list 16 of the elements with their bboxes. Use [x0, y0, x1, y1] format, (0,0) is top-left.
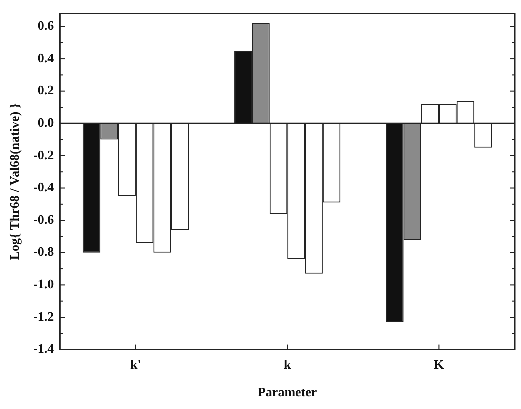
y-tick-label: -0.8	[34, 244, 55, 260]
y-tick-label: -0.2	[34, 147, 54, 162]
y-tick-label: 0.2	[38, 82, 54, 98]
x-tick-label: k	[284, 356, 292, 372]
y-axis-title: Log{ Thr68 / Val68(native) }	[7, 103, 22, 260]
y-tick-label: -0.6	[34, 212, 55, 227]
y-tick-label: -1.2	[34, 308, 54, 324]
y-tick-label: -1.0	[34, 276, 54, 292]
y-tick-label: 0.0	[38, 115, 54, 130]
y-tick-label: -1.4	[34, 341, 55, 356]
x-tick-label: k'	[130, 356, 142, 372]
y-tick-label: 0.4	[38, 50, 55, 66]
y-tick-label: 0.6	[38, 18, 55, 34]
x-axis-title: Parameter	[258, 384, 318, 400]
y-tick-label: -0.4	[34, 180, 55, 195]
x-tick-label: K	[434, 356, 446, 372]
